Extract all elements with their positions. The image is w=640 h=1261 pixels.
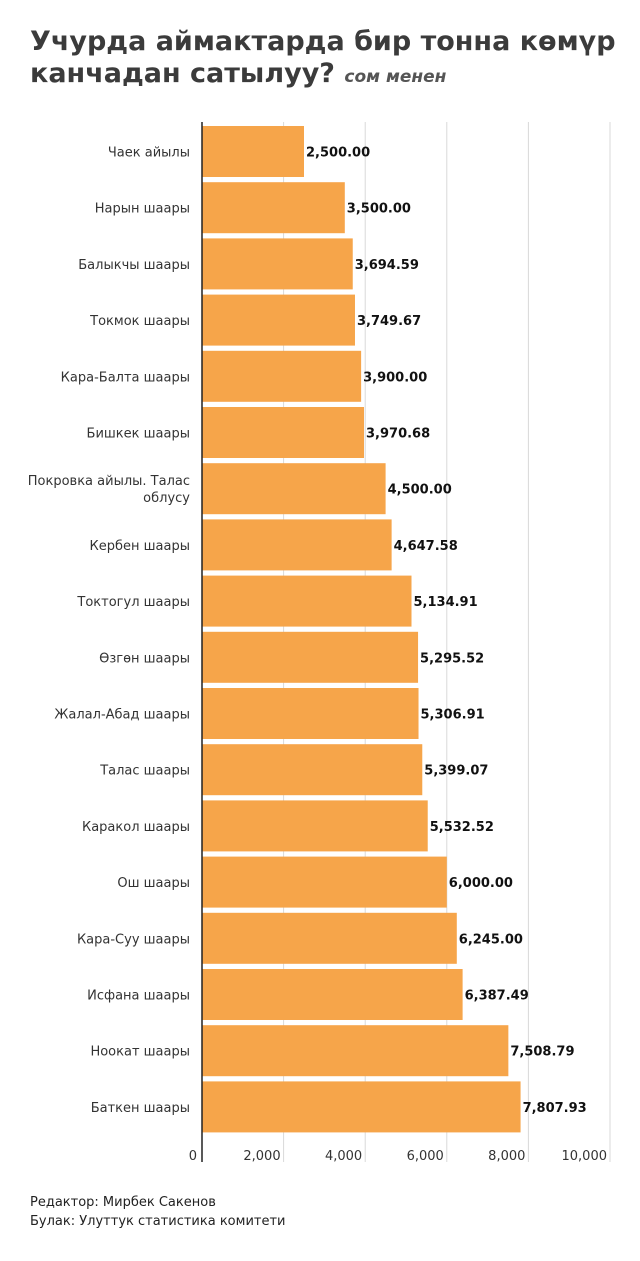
data-label: 4,500.00 [388,483,452,498]
bar [202,350,362,402]
data-label: 7,807.93 [523,1101,587,1116]
data-label: 3,900.00 [363,370,427,385]
x-tick-label: 10,000 [562,1149,608,1164]
category-label: Баткен шаары [91,1101,190,1116]
data-label: 3,970.68 [366,427,430,442]
editor-credit: Редактор: Мирбек Сакенов [30,1195,216,1210]
x-tick-label: 0 [189,1149,197,1164]
category-label: Токмок шаары [89,314,190,329]
bar [202,575,412,627]
data-label: 6,000.00 [449,876,513,891]
bar [202,800,428,852]
chart-unit: сом менен [344,67,447,87]
x-tick-label: 8,000 [488,1149,525,1164]
data-label: 3,500.00 [347,202,411,217]
category-label: Кара-Балта шаары [61,370,190,385]
data-label: 5,399.07 [424,764,488,779]
category-label: Өзгөн шаары [99,651,190,666]
x-tick-label: 4,000 [325,1149,362,1164]
bar [202,631,419,683]
source-credit: Булак: Улуттук статистика комитети [30,1214,286,1229]
bar [202,407,365,458]
x-tick-label: 6,000 [407,1149,444,1164]
bar [202,969,463,1020]
x-tick-label: 2,000 [243,1149,280,1164]
bar [202,519,392,571]
category-label: Токтогул шаары [76,595,190,610]
category-label: Чаек айылы [108,146,190,161]
data-label: 4,647.58 [394,539,458,554]
data-label: 6,387.49 [465,989,529,1004]
chart-footer: Редактор: Мирбек Сакенов Булак: Улуттук … [30,1193,285,1231]
data-label: 5,134.91 [414,595,478,610]
category-label: Бишкек шаары [87,427,190,442]
bar [202,688,419,739]
bar [202,744,423,796]
category-label: Кербен шаары [90,539,190,554]
chart-title: Учурда аймактарда бир тонна көмүр канчад… [30,26,620,93]
data-label: 5,295.52 [420,651,484,666]
bar-chart: 2,500.00 Чаек айылы 3,500.00 Нарын шаары 3,6… [28,122,611,1164]
category-label: Каракол шаары [82,820,190,835]
bar [202,912,457,964]
bar [202,182,345,234]
category-label: Талас шаары [99,764,190,779]
category-label: Кара-Суу шаары [77,932,190,947]
data-label: 3,749.67 [357,314,421,329]
data-label: 7,508.79 [510,1045,574,1060]
bar [202,294,355,346]
data-label: 3,694.59 [355,258,419,273]
data-label: 6,245.00 [459,932,523,947]
data-label: 2,500.00 [306,146,370,161]
category-label: Балыкчы шаары [78,258,190,273]
bar [202,463,386,515]
category-label: Исфана шаары [87,989,190,1004]
category-label: Нарын шаары [95,202,190,217]
data-label: 5,306.91 [421,708,485,723]
bar [202,1081,521,1133]
bar [202,856,447,908]
category-label: Покровка айылы. Талас облусу [28,474,191,506]
category-label: Ош шаары [117,876,190,891]
category-label: Ноокат шаары [90,1045,190,1060]
bar [202,1025,509,1077]
bar [202,238,353,290]
chart-title-text: Учурда аймактарда бир тонна көмүр канчад… [30,26,616,89]
category-label: Жалал-Абад шаары [54,708,190,723]
data-label: 5,532.52 [430,820,494,835]
bar [202,126,304,177]
